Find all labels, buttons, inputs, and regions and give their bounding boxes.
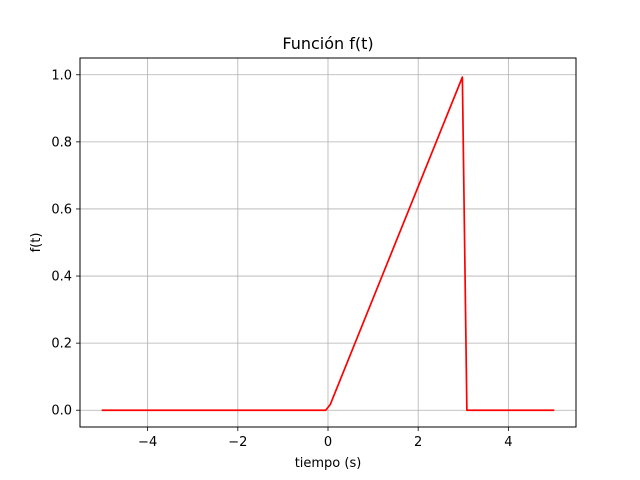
- x-tick-label: 4: [504, 435, 512, 450]
- x-axis-ticks: −4 −2 0 2 4: [138, 427, 513, 450]
- series-line: [101, 76, 555, 412]
- y-axis-label: f(t): [29, 233, 44, 253]
- y-axis-ticks: 0.0 0.2 0.4 0.6 0.8 1.0: [51, 68, 80, 419]
- x-tick-label: 2: [414, 435, 422, 450]
- x-tick-label: −4: [138, 435, 157, 450]
- series-layer: [101, 76, 555, 412]
- y-tick-label: 0.0: [51, 404, 72, 419]
- y-tick-label: 0.8: [51, 135, 72, 150]
- x-axis-label: tiempo (s): [295, 456, 362, 471]
- x-tick-label: −2: [228, 435, 247, 450]
- y-tick-label: 0.2: [51, 337, 72, 352]
- y-tick-label: 1.0: [51, 68, 72, 83]
- y-tick-label: 0.4: [51, 270, 72, 285]
- y-tick-label: 0.6: [51, 202, 72, 217]
- x-tick-label: 0: [324, 435, 332, 450]
- chart-title: Función f(t): [282, 34, 373, 53]
